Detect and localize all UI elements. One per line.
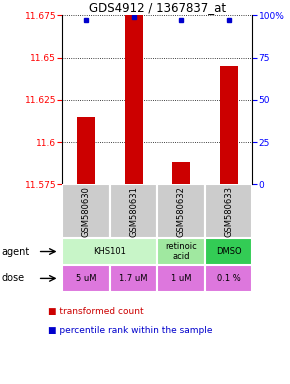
Text: 1.7 uM: 1.7 uM: [119, 274, 148, 283]
Bar: [62, 238, 157, 265]
Text: ■ transformed count: ■ transformed count: [48, 306, 144, 316]
Text: GSM580633: GSM580633: [224, 186, 233, 237]
Text: agent: agent: [1, 247, 30, 257]
Bar: [125, 15, 143, 184]
Text: GSM580631: GSM580631: [129, 186, 138, 237]
Text: 0.1 %: 0.1 %: [217, 274, 240, 283]
Bar: [110, 184, 157, 238]
Text: DMSO: DMSO: [216, 247, 241, 256]
Text: retinoic
acid: retinoic acid: [165, 242, 197, 261]
Text: GSM580632: GSM580632: [177, 186, 186, 237]
Text: 5 uM: 5 uM: [76, 274, 96, 283]
Bar: [220, 66, 238, 184]
Bar: [205, 265, 252, 292]
Text: GSM580630: GSM580630: [81, 186, 90, 237]
Bar: [77, 117, 95, 184]
Text: KHS101: KHS101: [93, 247, 126, 256]
Bar: [205, 184, 252, 238]
Text: 1 uM: 1 uM: [171, 274, 191, 283]
Bar: [157, 265, 205, 292]
Title: GDS4912 / 1367837_at: GDS4912 / 1367837_at: [89, 1, 226, 14]
Bar: [157, 238, 205, 265]
Bar: [205, 238, 252, 265]
Bar: [62, 184, 110, 238]
Text: ■ percentile rank within the sample: ■ percentile rank within the sample: [48, 326, 212, 335]
Text: dose: dose: [1, 273, 25, 283]
Bar: [62, 265, 110, 292]
Bar: [110, 265, 157, 292]
Bar: [172, 162, 190, 184]
Bar: [157, 184, 205, 238]
